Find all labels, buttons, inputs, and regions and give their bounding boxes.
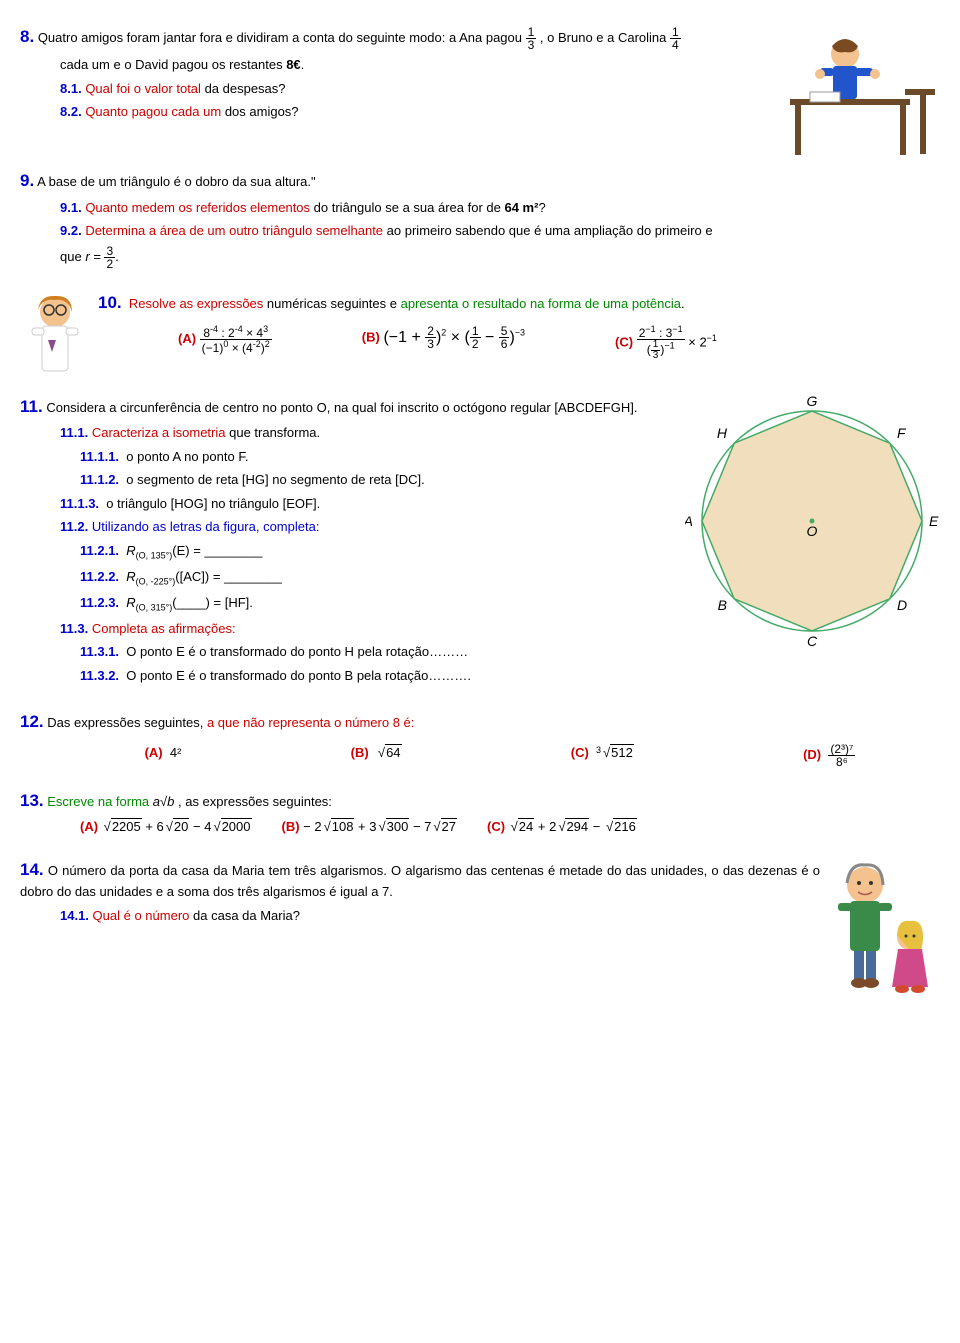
svg-text:F: F [897,425,907,441]
question-11: O A H G F E D C B 11. Considera a circun… [20,394,940,686]
option-c: (C) 2−1 : 3−1(13)−1 × 2−1 [615,325,717,361]
student-desk-illustration [760,24,940,164]
svg-text:G: G [807,394,818,409]
option-a: (A) 4² [145,743,182,768]
fraction-1-4: 14 [670,26,681,51]
option-b: (B) − 2108 + 3300 − 727 [282,817,457,837]
octagon-in-circle: O A H G F E D C B [685,394,940,649]
svg-text:A: A [685,513,693,529]
option-c: (C) 24 + 2294 − 216 [487,817,637,837]
svg-text:C: C [807,633,818,649]
svg-text:D: D [897,597,907,613]
question-12: 12. Das expressões seguintes, a que não … [20,709,940,768]
option-a: (A) 2205 + 620 − 42000 [80,817,252,837]
option-b: (B) (−1 + 23)2 × (12 − 56)−3 [362,325,525,361]
scientist-illustration [20,290,90,390]
q8-mid: , o Bruno e a Carolina [540,30,670,45]
q13-options: (A) 2205 + 620 − 42000 (B) − 2108 + 3300… [20,817,940,837]
question-14: 14. O número da porta da casa da Maria t… [20,857,940,926]
option-c: (C) 3512 [571,743,634,768]
family-illustration [820,857,940,1007]
svg-text:B: B [718,597,727,613]
question-9: 9. A base de um triângulo é o dobro da s… [20,168,940,270]
q12-options: (A) 4² (B) 64 (C) 3512 (D) (2³)⁷8⁶ [20,743,940,768]
fraction-1-3: 13 [526,26,537,51]
fraction-3-2: 32 [104,245,115,270]
option-b: (B) 64 [351,743,402,768]
q8-text: Quatro amigos foram jantar fora e dividi… [38,30,526,45]
svg-text:O: O [807,523,818,539]
option-d: (D) (2³)⁷8⁶ [803,743,855,768]
question-10: 10. Resolve as expressões numéricas segu… [20,290,940,362]
question-13: 13. Escreve na forma a√b , as expressões… [20,788,940,837]
svg-text:H: H [717,425,728,441]
question-8: 8. Quatro amigos foram jantar fora e div… [20,24,940,122]
svg-text:E: E [929,513,939,529]
option-a: (A) 8-4 : 2-4 × 43(−1)0 × (4-2)2 [178,325,272,361]
q10-options: (A) 8-4 : 2-4 × 43(−1)0 × (4-2)2 (B) (−1… [98,325,940,361]
q8-number: 8. [20,27,34,46]
